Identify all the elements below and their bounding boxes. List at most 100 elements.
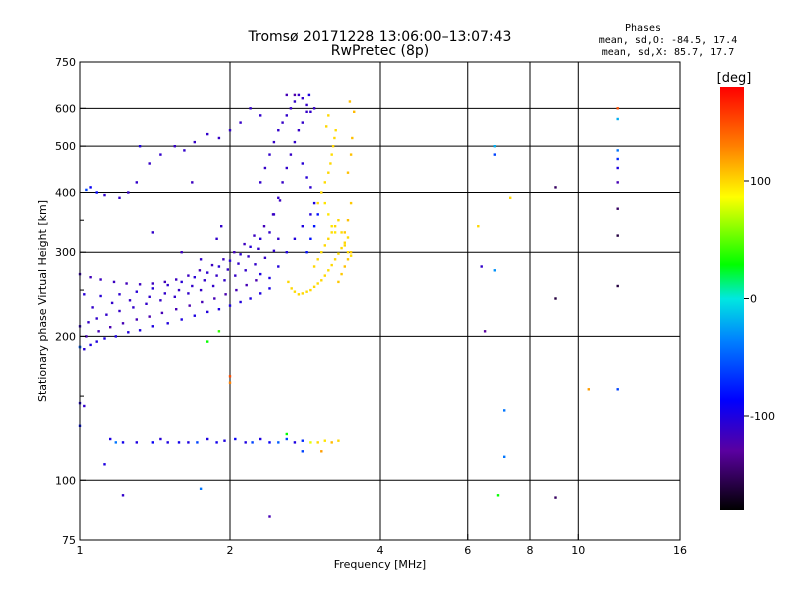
data-point [323,439,326,442]
data-point [235,288,238,292]
data-point [91,306,94,309]
y-axis-ticks: 75 100 200 300 400 500 600 750 [55,56,86,547]
data-point [239,300,242,304]
data-point [297,129,301,132]
x-tick-label-2: 4 [377,544,384,557]
data-point [337,219,340,222]
x-axis-label: Frequency [MHz] [334,558,426,571]
data-point [329,162,332,165]
data-point [223,279,226,282]
data-point [320,251,323,254]
data-point [138,329,142,332]
data-point [293,140,297,144]
data-point [249,107,252,110]
data-point [163,292,166,295]
data-point [259,272,262,276]
data-point [616,117,619,121]
data-point [554,297,557,300]
data-point [333,258,337,261]
data-point [503,409,506,412]
data-point [103,337,106,340]
data-point [247,255,250,258]
data-point [327,269,330,272]
data-point [349,251,353,254]
data-point [307,93,311,97]
data-point [312,265,316,268]
data-point [616,166,619,170]
data-point [337,252,340,255]
data-point [320,450,323,453]
annotation-line-3: mean, sd,X: 85.7, 17.7 [602,47,734,58]
data-point [187,292,190,295]
data-point [159,299,162,302]
data-point [285,93,288,97]
data-point [85,188,88,192]
data-point [175,278,178,281]
data-point [85,335,88,338]
data-point [103,193,106,197]
data-point [285,166,288,170]
data-point [148,162,151,165]
data-point [97,330,100,333]
data-points [78,93,619,518]
data-point [263,166,267,170]
data-point [323,244,326,247]
data-point [89,276,92,279]
data-point [110,301,114,305]
data-point [125,282,128,285]
data-point [224,293,227,296]
data-point [148,295,151,298]
data-point [316,213,319,216]
data-point [330,231,333,234]
data-point [343,265,346,268]
data-point [554,186,557,189]
data-point [343,244,346,247]
colorbar-tick-label-0: 100 [750,175,771,188]
data-point [340,272,343,276]
data-point [148,315,151,318]
y-axis-label: Stationary phase Virtual Height [km] [36,200,49,402]
data-point [268,287,271,290]
data-point [128,299,132,302]
data-point [118,293,121,296]
data-point [259,292,262,295]
data-point [199,258,203,261]
data-point [121,322,125,325]
y-tick-label-6: 600 [55,102,76,115]
data-point [330,225,333,228]
x-tick-label-5: 10 [571,544,585,557]
data-point [226,268,229,271]
data-point [325,125,328,128]
data-point [234,274,237,277]
data-point [166,441,169,444]
data-point [180,318,183,321]
annotation-line-2: mean, sd,O: -84.5, 17.4 [599,35,737,46]
data-point [327,213,330,216]
data-point [118,196,121,199]
data-point [285,251,288,254]
data-point [187,274,190,277]
data-point [257,247,260,250]
data-point [272,213,276,216]
data-point [301,292,304,295]
data-point [187,441,190,444]
data-point [151,325,154,328]
data-point [243,242,246,246]
y-tick-label-5: 500 [55,140,76,153]
data-point [135,290,138,293]
data-point [343,241,346,244]
data-point [333,136,336,140]
data-point [213,297,216,300]
data-point [277,237,280,240]
data-point [95,317,98,320]
y-tick-label-4: 400 [55,186,76,199]
data-point [278,199,282,202]
data-point [228,381,232,384]
data-point [138,283,142,286]
data-point [293,100,297,103]
data-point [340,231,343,234]
data-point [259,237,262,240]
data-point [89,343,92,347]
data-point [320,279,323,282]
